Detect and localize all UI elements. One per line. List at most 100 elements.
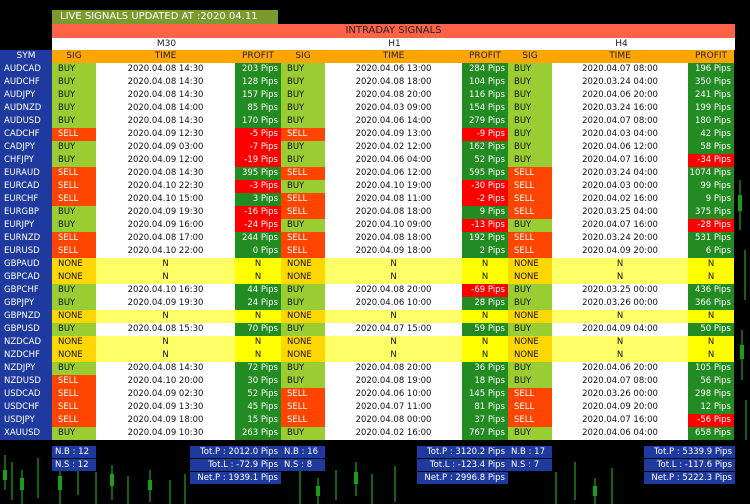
h1-time-cell: 2020.04.08 19:00	[325, 375, 462, 388]
m30-signal-cell: BUY	[52, 323, 96, 336]
h1-signal-cell: BUY	[281, 323, 325, 336]
table-row: NZDJPY BUY 2020.04.08 14:30 72 Pips BUY 2020.…	[0, 362, 735, 375]
symbol-cell: CADCHF	[0, 128, 52, 141]
h1-profit-cell: N	[462, 349, 508, 362]
h1-profit-cell: N	[462, 310, 508, 323]
h1-time-cell: 2020.04.08 18:00	[325, 232, 462, 245]
h4-time-cell: N	[552, 258, 688, 271]
m30-profit-cell: 15 Pips	[235, 414, 281, 427]
h1-profit-cell: 116 Pips	[462, 89, 508, 102]
h4-profit-cell: 375 Pips	[688, 206, 734, 219]
h1-time-cell: N	[325, 310, 462, 323]
h4-profit-cell: 241 Pips	[688, 89, 734, 102]
m30-total-loss: Tot.L : -72.9 Pips	[190, 459, 281, 471]
symbol-cell: NZDJPY	[0, 362, 52, 375]
table-row: EURUSD SELL 2020.04.10 22:00 0 Pips SELL 2020…	[0, 245, 735, 258]
m30-time-cell: N	[96, 310, 235, 323]
h1-profit-cell: 162 Pips	[462, 141, 508, 154]
h1-time-cell: N	[325, 349, 462, 362]
m30-profit-cell: 30 Pips	[235, 375, 281, 388]
symbol-cell: NZDUSD	[0, 375, 52, 388]
table-row: NZDUSD SELL 2020.04.10 20:00 30 Pips BUY 2020…	[0, 375, 735, 388]
h4-profit-cell: -56 Pips	[688, 414, 734, 427]
m30-time-cell: N	[96, 271, 235, 284]
h4-signal-cell: NONE	[508, 271, 552, 284]
h4-signal-cell: NONE	[508, 310, 552, 323]
h4-signal-cell: NONE	[508, 336, 552, 349]
h4-time-cell: 2020.03.24 16:00	[552, 102, 688, 115]
m30-profit-cell: 72 Pips	[235, 362, 281, 375]
h4-time-cell: 2020.03.25 04:00	[552, 206, 688, 219]
h1-time-header: TIME	[325, 50, 462, 63]
h1-signal-cell: BUY	[281, 102, 325, 115]
m30-time-cell: 2020.04.09 16:00	[96, 219, 235, 232]
h1-signal-cell: BUY	[281, 180, 325, 193]
m30-signal-cell: SELL	[52, 375, 96, 388]
m30-signal-cell: BUY	[52, 89, 96, 102]
h1-time-cell: 2020.04.08 20:00	[325, 284, 462, 297]
h4-profit-cell: 56 Pips	[688, 375, 734, 388]
m30-signal-cell: BUY	[52, 297, 96, 310]
m30-signal-cell: NONE	[52, 349, 96, 362]
m30-time-cell: 2020.04.08 14:30	[96, 167, 235, 180]
m30-time-cell: 2020.04.09 12:30	[96, 128, 235, 141]
h1-time-cell: 2020.04.09 18:00	[325, 245, 462, 258]
h1-profit-cell: -13 Pips	[462, 219, 508, 232]
h1-signal-cell: SELL	[281, 128, 325, 141]
h4-time-cell: 2020.04.02 16:00	[552, 193, 688, 206]
m30-time-cell: 2020.04.09 19:30	[96, 206, 235, 219]
m30-profit-cell: -24 Pips	[235, 219, 281, 232]
h1-total-loss: Tot.L : -123.4 Pips	[417, 459, 508, 471]
h4-signal-cell: BUY	[508, 375, 552, 388]
symbol-cell: EURCHF	[0, 193, 52, 206]
m30-profit-cell: N	[235, 310, 281, 323]
m30-time-cell: 2020.04.09 10:30	[96, 427, 235, 440]
h1-profit-cell: 59 Pips	[462, 323, 508, 336]
h4-profit-cell: 298 Pips	[688, 388, 734, 401]
m30-signal-cell: BUY	[52, 154, 96, 167]
h1-time-cell: 2020.04.06 13:00	[325, 63, 462, 76]
h4-profit-cell: 196 Pips	[688, 63, 734, 76]
timeframe-header-h4: H4	[508, 38, 735, 50]
m30-signal-cell: SELL	[52, 401, 96, 414]
h4-profit-cell: N	[688, 310, 734, 323]
h1-profit-cell: -9 Pips	[462, 128, 508, 141]
m30-profit-cell: 263 Pips	[235, 427, 281, 440]
h4-signal-cell: SELL	[508, 180, 552, 193]
h4-profit-cell: 42 Pips	[688, 128, 734, 141]
symbol-cell: XAUUSD	[0, 427, 52, 440]
h1-signal-cell: NONE	[281, 258, 325, 271]
column-header-row: SYM SIG TIME PROFIT SIG TIME PROFIT SIG …	[0, 50, 735, 63]
m30-signal-cell: BUY	[52, 141, 96, 154]
banner-label: LIVE SIGNALS UPDATED AT	[60, 11, 194, 22]
h1-profit-cell: 52 Pips	[462, 154, 508, 167]
h4-profit-cell: 12 Pips	[688, 401, 734, 414]
m30-time-cell: 2020.04.08 17:00	[96, 232, 235, 245]
h1-profit-cell: 145 Pips	[462, 388, 508, 401]
h4-profit-cell: 6 Pips	[688, 245, 734, 258]
h4-signal-cell: BUY	[508, 219, 552, 232]
h4-profit-cell: N	[688, 271, 734, 284]
h1-profit-cell: -69 Pips	[462, 284, 508, 297]
table-row: NZDCHF NONE N N NONE N N NONE N N	[0, 349, 735, 362]
h4-time-cell: 2020.04.03 00:00	[552, 180, 688, 193]
h4-time-cell: 2020.04.06 12:00	[552, 141, 688, 154]
h4-total-profit: Tot.P : 5339.9 Pips	[644, 446, 735, 458]
m30-profit-cell: 70 Pips	[235, 323, 281, 336]
table-row: AUDCHF BUY 2020.04.08 14:30 128 Pips BUY 2020…	[0, 76, 735, 89]
symbol-cell: CADJPY	[0, 141, 52, 154]
m30-signal-cell: NONE	[52, 336, 96, 349]
m30-time-cell: N	[96, 258, 235, 271]
m30-signal-cell: BUY	[52, 427, 96, 440]
h1-signal-cell: BUY	[281, 297, 325, 310]
h4-signal-cell: SELL	[508, 245, 552, 258]
table-row: GBPUSD BUY 2020.04.08 15:30 70 Pips BUY 2020.…	[0, 323, 735, 336]
h4-time-cell: N	[552, 349, 688, 362]
m30-time-cell: 2020.04.10 15:00	[96, 193, 235, 206]
h4-signal-cell: NONE	[508, 349, 552, 362]
table-row: EURCHF SELL 2020.04.10 15:00 3 Pips SELL 2020…	[0, 193, 735, 206]
table-row: USDCHF SELL 2020.04.09 13:30 45 Pips SELL 202…	[0, 401, 735, 414]
m30-net-profit: Net.P : 1939.1 Pips	[190, 472, 281, 484]
h4-profit-cell: 105 Pips	[688, 362, 734, 375]
m30-profit-cell: 244 Pips	[235, 232, 281, 245]
